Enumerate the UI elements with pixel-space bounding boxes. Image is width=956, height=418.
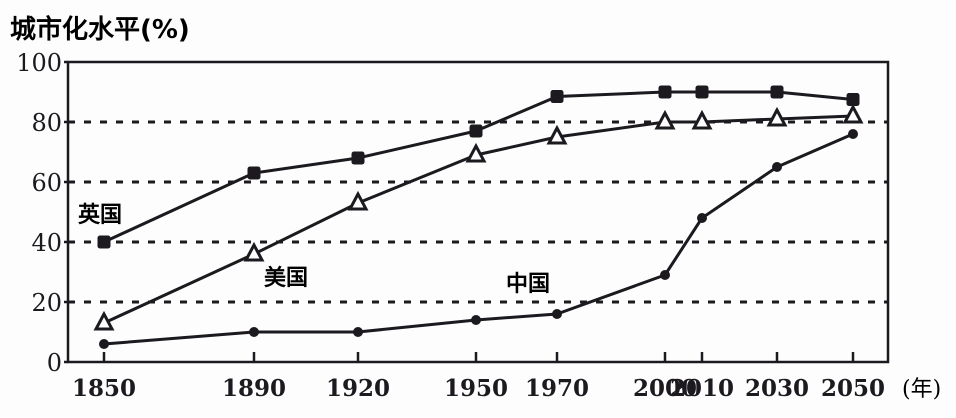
series-line [103, 90, 854, 244]
dot-marker [772, 162, 782, 172]
x-tick-label: 1850 [72, 375, 136, 402]
y-tick-label: 100 [16, 49, 62, 77]
axes [64, 60, 890, 364]
x-tick-label: 2000 [633, 375, 697, 402]
square-marker [351, 151, 365, 165]
series-line [103, 132, 854, 346]
dot-marker [249, 327, 259, 337]
series-line [103, 114, 854, 325]
dot-marker [697, 213, 707, 223]
x-tick-label: 2030 [745, 375, 809, 402]
x-tick-label: 2050 [821, 375, 885, 402]
label-uk: 英国 [78, 203, 122, 228]
y-tick-labels: 0 20 40 60 80 100 [16, 49, 62, 377]
triangle-marker [766, 106, 788, 127]
x-tick-label: 2010 [670, 375, 734, 402]
square-marker [247, 166, 261, 180]
y-tick-label: 80 [31, 109, 62, 137]
triangle-marker [93, 310, 115, 331]
triangle-marker [654, 109, 676, 130]
square-marker [469, 124, 483, 138]
series-filled-square [97, 85, 860, 249]
y-tick-label: 60 [31, 169, 62, 197]
x-tick-label: 1920 [326, 375, 390, 402]
square-marker [695, 85, 709, 99]
plot-frame [66, 60, 890, 364]
dot-marker [552, 309, 562, 319]
x-tick-label: 1970 [525, 375, 589, 402]
square-marker [550, 90, 564, 103]
y-tick-label: 40 [31, 229, 62, 257]
square-marker [97, 235, 111, 249]
dot-marker [471, 315, 481, 325]
series-filled-dot [99, 129, 858, 349]
y-tick-label: 0 [47, 349, 62, 377]
triangle-marker [691, 109, 713, 130]
series-lines [93, 85, 864, 349]
square-marker [846, 93, 860, 106]
triangle-marker [546, 124, 568, 145]
triangle-marker [842, 103, 864, 124]
square-marker [658, 85, 672, 99]
y-axis-title: 城市化水平(%) [10, 14, 190, 45]
triangle-marker [465, 142, 487, 163]
x-tick-label: 1890 [222, 375, 286, 402]
x-tick-label: 1950 [444, 375, 508, 402]
dot-marker [848, 129, 858, 139]
dot-marker [660, 270, 670, 280]
series-open-triangle [93, 103, 864, 331]
label-china: 中国 [506, 272, 550, 297]
x-axis-unit: (年) [902, 377, 941, 402]
dot-marker [353, 327, 363, 337]
triangle-marker [347, 190, 369, 211]
triangle-marker [243, 241, 265, 262]
square-marker [770, 85, 784, 99]
y-tick-label: 20 [31, 289, 62, 317]
dot-marker [99, 339, 109, 349]
label-usa: 美国 [264, 265, 308, 291]
